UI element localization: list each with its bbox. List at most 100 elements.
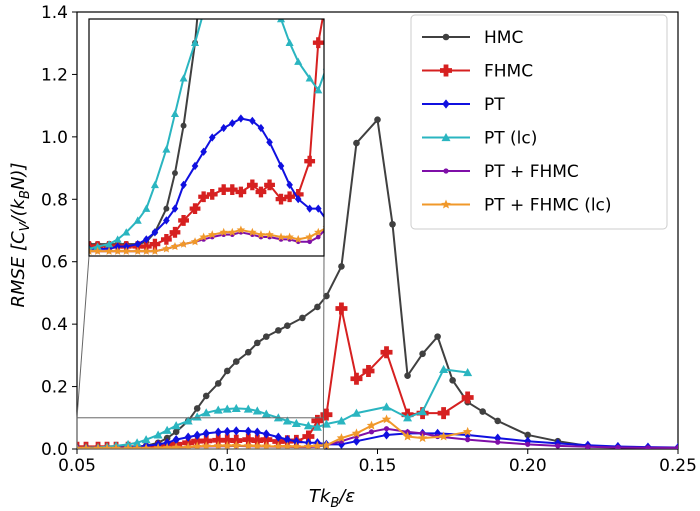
point-marker (190, 237, 200, 246)
point-marker (228, 119, 236, 128)
point-marker (132, 443, 142, 449)
point-marker (320, 408, 333, 421)
point-marker (389, 220, 396, 228)
point-marker (201, 441, 211, 449)
point-marker (419, 350, 426, 358)
point-marker (77, 443, 82, 449)
point-marker (140, 241, 152, 252)
point-marker (232, 426, 240, 436)
legend-label: PT + FHMC (lc) (484, 196, 612, 216)
point-marker (202, 428, 210, 438)
point-marker (294, 57, 303, 65)
point-marker (461, 391, 474, 404)
point-marker (336, 433, 347, 443)
point-marker (350, 372, 363, 385)
point-marker (81, 443, 91, 449)
series-layer (77, 116, 678, 449)
point-marker (178, 215, 189, 226)
point-marker (314, 303, 321, 311)
point-marker (162, 442, 172, 449)
point-marker (219, 227, 228, 236)
point-marker (113, 235, 122, 243)
point-marker (253, 427, 261, 437)
point-marker (153, 443, 163, 449)
point-marker (179, 74, 188, 82)
point-marker (311, 414, 324, 427)
point-marker (291, 418, 301, 428)
point-marker (645, 445, 651, 449)
point-marker (403, 413, 413, 422)
point-marker (198, 191, 210, 203)
point-marker (265, 230, 274, 239)
point-marker (201, 408, 211, 417)
legend-item: PT (422, 95, 505, 115)
point-marker (442, 33, 450, 41)
point-marker (337, 439, 346, 449)
point-marker (302, 430, 315, 443)
point-marker (434, 333, 441, 340)
point-marker (121, 246, 131, 255)
point-marker (462, 426, 473, 436)
inset-indicator-lines (76, 255, 325, 450)
series-pt-fhmc-lc (89, 225, 324, 255)
point-marker (207, 230, 217, 239)
point-marker (256, 230, 266, 239)
point-marker (230, 434, 243, 447)
x-tick-label: 0.20 (509, 456, 547, 476)
point-marker (122, 228, 131, 236)
inset-plot (88, 18, 325, 257)
point-marker (141, 435, 151, 444)
point-marker (417, 433, 428, 443)
point-marker (442, 99, 450, 109)
point-marker (260, 433, 273, 446)
point-marker (314, 86, 323, 94)
point-marker (336, 416, 346, 425)
point-marker (143, 235, 150, 244)
point-marker (171, 442, 181, 449)
point-marker (170, 109, 180, 118)
point-marker (351, 408, 361, 417)
point-marker (306, 204, 313, 213)
point-marker (286, 180, 293, 190)
point-marker (192, 441, 202, 449)
point-marker (465, 437, 471, 443)
point-marker (163, 434, 171, 442)
point-marker (312, 440, 323, 449)
point-marker (675, 445, 678, 449)
point-marker (104, 246, 114, 255)
point-marker (335, 302, 348, 315)
point-marker (362, 364, 375, 377)
point-marker (191, 435, 204, 448)
point-marker (252, 441, 263, 449)
y-tick-label: 0.8 (41, 190, 68, 210)
x-tick-label: 0.05 (58, 456, 96, 476)
point-marker (303, 441, 314, 449)
point-marker (202, 392, 210, 400)
point-marker (463, 368, 473, 377)
point-marker (242, 433, 255, 446)
point-marker (232, 358, 240, 365)
point-marker (111, 443, 121, 449)
point-marker (183, 416, 193, 425)
legend-box (410, 14, 668, 230)
series-pt (89, 114, 324, 254)
point-marker (149, 238, 161, 250)
point-marker (252, 406, 262, 415)
point-marker (353, 139, 360, 147)
point-marker (275, 327, 282, 334)
point-marker (213, 405, 223, 414)
point-marker (141, 443, 151, 449)
point-marker (171, 204, 179, 213)
point-marker (285, 232, 294, 241)
point-marker (150, 246, 160, 255)
x-axis-label: TkB/ε (309, 486, 355, 511)
point-marker (208, 133, 216, 142)
point-marker (312, 37, 324, 49)
point-marker (221, 434, 234, 447)
point-marker (93, 242, 102, 250)
point-marker (440, 64, 452, 77)
point-marker (214, 427, 222, 437)
point-marker (282, 416, 292, 425)
point-marker (323, 292, 330, 300)
